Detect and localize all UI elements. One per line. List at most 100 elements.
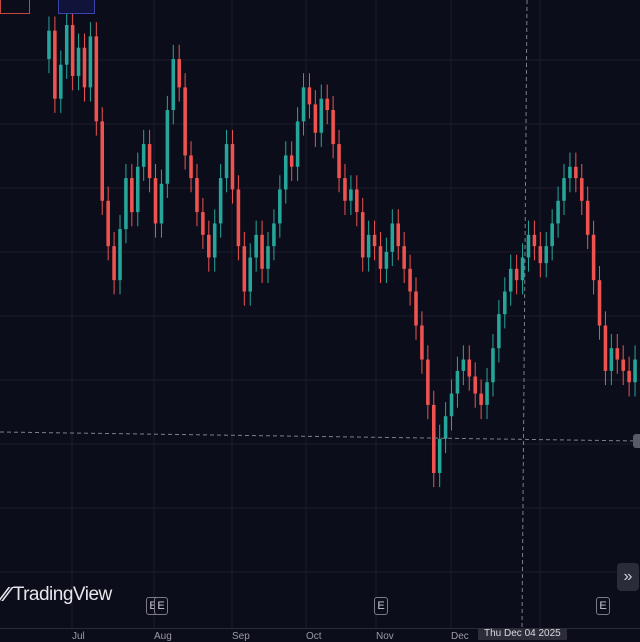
time-axis-label: Oct <box>306 631 322 642</box>
earnings-event-marker[interactable]: E <box>154 597 168 615</box>
candle-body <box>384 251 389 269</box>
candle-body <box>319 98 324 133</box>
candle-body <box>556 200 560 224</box>
candle-body <box>254 234 258 258</box>
candle-body <box>183 87 187 156</box>
candle-body <box>591 234 596 281</box>
candle-body <box>609 348 614 371</box>
time-axis-label: Jul <box>72 631 85 642</box>
candle-body <box>337 144 341 179</box>
candle-body <box>514 268 519 281</box>
candle-body <box>266 246 270 269</box>
tradingview-logo-icon: ⁄⁄ <box>2 584 9 606</box>
candle-body <box>118 229 122 281</box>
candle-body <box>76 47 81 77</box>
candle-body <box>473 376 477 394</box>
indicator-box-red[interactable] <box>0 0 30 14</box>
candle-body <box>236 189 241 247</box>
candle-body <box>289 155 294 167</box>
candle-body <box>360 212 365 258</box>
candle-body <box>579 178 584 201</box>
candle-body <box>100 121 105 201</box>
candle-body <box>574 166 578 179</box>
candle-body <box>307 87 312 105</box>
candle-body <box>443 416 448 439</box>
crosshair-date-label: Thu Dec 04 2025 <box>478 628 567 640</box>
candle-body <box>106 200 110 247</box>
candle-body <box>550 223 554 247</box>
candlestick-chart[interactable] <box>0 0 640 628</box>
candle-body <box>420 325 424 360</box>
candle-body <box>597 280 602 326</box>
double-chevron-right-icon: » <box>623 568 633 585</box>
candle-body <box>130 178 134 213</box>
candle-body <box>159 183 164 224</box>
candle-body <box>544 246 549 264</box>
time-axis-label: Aug <box>154 631 172 642</box>
price-scale-handle[interactable] <box>633 434 640 448</box>
candle-body <box>207 234 211 258</box>
candle-body <box>437 438 442 473</box>
candle-body <box>59 64 63 99</box>
candle-body <box>615 348 620 360</box>
indicator-box-blue[interactable] <box>58 0 95 14</box>
candle-body <box>503 291 507 315</box>
earnings-event-marker[interactable]: E <box>374 597 388 615</box>
candle-body <box>538 246 543 264</box>
scroll-to-realtime-button[interactable]: » <box>617 563 639 591</box>
time-axis-label: Nov <box>376 631 394 642</box>
candle-body <box>272 223 276 247</box>
candle-body <box>355 189 359 213</box>
candle-body <box>124 178 128 230</box>
candle-body <box>135 166 140 213</box>
candle-body <box>568 166 572 179</box>
candle-body <box>408 268 412 292</box>
candle-body <box>479 393 483 405</box>
candle-body <box>621 359 625 371</box>
candle-body <box>53 30 57 99</box>
candle-body <box>224 144 229 179</box>
candle-body <box>508 268 513 292</box>
earnings-event-marker[interactable]: E <box>596 597 610 615</box>
crosshair-vertical-line <box>521 0 528 628</box>
candle-body <box>218 178 223 224</box>
last-price-line <box>0 431 640 442</box>
candle-body <box>147 144 152 179</box>
candle-body <box>88 36 93 88</box>
candle-body <box>230 144 235 190</box>
candle-body <box>278 189 282 224</box>
candle-body <box>94 36 99 122</box>
candle-body <box>195 178 199 213</box>
chart-canvas[interactable] <box>0 0 640 628</box>
candle-body <box>248 257 253 292</box>
tradingview-wordmark: TradingView <box>12 584 113 605</box>
candle-body <box>426 359 430 405</box>
candle-body <box>431 404 436 473</box>
candle-body <box>372 234 377 247</box>
candle-body <box>295 121 300 167</box>
candle-body <box>467 359 472 377</box>
candle-body <box>532 234 537 247</box>
candle-body <box>627 370 631 383</box>
tradingview-logo: ⁄⁄ TradingView <box>2 582 112 608</box>
candle-body <box>455 370 460 394</box>
time-axis-label: Sep <box>232 631 250 642</box>
candle-body <box>526 234 531 258</box>
candle-body <box>283 155 288 190</box>
candle-body <box>378 246 383 269</box>
candle-body <box>70 25 75 77</box>
candle-body <box>212 223 217 258</box>
candle-body <box>201 212 205 235</box>
candle-body <box>414 291 418 326</box>
candle-body <box>47 30 51 60</box>
candle-body <box>171 59 176 111</box>
candle-body <box>64 25 69 65</box>
candle-body <box>585 200 590 235</box>
candle-body <box>177 59 181 88</box>
candle-body <box>491 348 495 383</box>
candle-body <box>497 314 501 349</box>
candle-body <box>349 189 353 201</box>
candle-body <box>366 234 371 258</box>
candle-body <box>301 87 306 122</box>
candle-body <box>390 223 395 252</box>
